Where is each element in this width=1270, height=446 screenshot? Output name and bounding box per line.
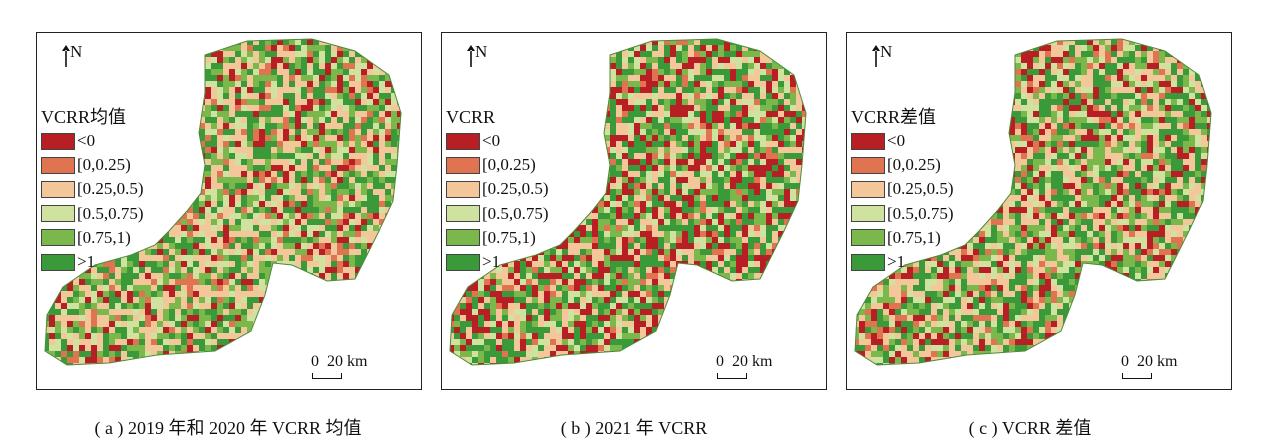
legend-item: <0 xyxy=(41,129,144,153)
scale-bar: 0 20 km xyxy=(716,353,773,379)
scale-bar: 0 20 km xyxy=(1121,353,1178,379)
legend-swatch xyxy=(41,156,75,174)
legend-label: <0 xyxy=(482,131,501,151)
legend-item: [0.5,0.75) xyxy=(851,202,954,226)
scale-bar: 0 20 km xyxy=(311,353,368,379)
legend-label: [0.5,0.75) xyxy=(77,203,144,223)
scale-bar-line xyxy=(1122,373,1152,379)
legend-item: [0.25,0.5) xyxy=(41,177,144,201)
region-boundary xyxy=(449,38,807,366)
legend-swatch xyxy=(41,205,75,223)
legend: VCRR <0 [0,0.25) [0.25,0.5) [0.5,0.75) [0.75… xyxy=(446,107,549,274)
region-map-c xyxy=(854,38,1212,366)
legend-swatch xyxy=(851,229,885,247)
legend-label: >1 xyxy=(887,252,906,272)
region-boundary xyxy=(44,38,402,366)
legend-swatch xyxy=(41,132,75,150)
legend: VCRR均值 <0 [0,0.25) [0.25,0.5) [0.5,0.75) [0.… xyxy=(41,107,144,274)
legend-label: [0.25,0.5) xyxy=(77,179,144,199)
region-boundary xyxy=(854,38,1212,366)
legend-item: [0.75,1) xyxy=(851,226,954,250)
north-arrow-icon xyxy=(62,45,70,67)
legend-label: [0.5,0.75) xyxy=(887,203,954,223)
legend-swatch xyxy=(851,132,885,150)
legend-swatch xyxy=(446,180,480,198)
region-map-a xyxy=(44,38,402,366)
legend-swatch xyxy=(446,205,480,223)
legend-label: [0,0.25) xyxy=(482,155,536,175)
legend-label: [0.75,1) xyxy=(77,227,131,247)
map-panel-a: N VCRR均值 <0 [0,0.25) [0.25,0.5) [0.5,0.75) [… xyxy=(36,32,422,390)
caption-a: ( a ) 2019 年和 2020 年 VCRR 均值 xyxy=(94,418,362,438)
legend-label: [0,0.25) xyxy=(77,155,131,175)
legend-item: [0.25,0.5) xyxy=(446,177,549,201)
legend-swatch xyxy=(851,156,885,174)
legend-title: VCRR差值 xyxy=(851,107,937,127)
legend-item: [0.75,1) xyxy=(446,226,549,250)
legend-item: [0,0.25) xyxy=(851,153,954,177)
legend-title: VCRR均值 xyxy=(41,107,127,127)
legend-label: [0.5,0.75) xyxy=(482,203,549,223)
legend-item: [0.5,0.75) xyxy=(41,202,144,226)
legend-label: >1 xyxy=(482,252,501,272)
scale-zero: 0 xyxy=(1121,353,1129,370)
legend-item: >1 xyxy=(446,250,549,274)
scale-bar-line xyxy=(717,373,747,379)
legend-label: [0.75,1) xyxy=(887,227,941,247)
north-label: N xyxy=(70,42,83,61)
legend: VCRR差值 <0 [0,0.25) [0.25,0.5) [0.5,0.75) [0.… xyxy=(851,107,954,274)
legend-label: <0 xyxy=(77,131,96,151)
legend-label: [0.75,1) xyxy=(482,227,536,247)
legend-item: [0.75,1) xyxy=(41,226,144,250)
legend-label: [0.25,0.5) xyxy=(887,179,954,199)
scale-distance: 20 km xyxy=(327,353,368,370)
legend-title: VCRR xyxy=(446,107,496,127)
legend-label: [0.25,0.5) xyxy=(482,179,549,199)
legend-swatch xyxy=(446,156,480,174)
legend-item: [0.5,0.75) xyxy=(446,202,549,226)
legend-swatch xyxy=(851,180,885,198)
scale-distance: 20 km xyxy=(1137,353,1178,370)
legend-swatch xyxy=(41,229,75,247)
legend-item: >1 xyxy=(851,250,954,274)
caption-c: ( c ) VCRR 差值 xyxy=(968,418,1092,438)
legend-item: [0,0.25) xyxy=(41,153,144,177)
map-panel-b: N VCRR <0 [0,0.25) [0.25,0.5) [0.5,0.75) [0.… xyxy=(441,32,827,390)
legend-item: [0.25,0.5) xyxy=(851,177,954,201)
north-label: N xyxy=(880,42,893,61)
legend-swatch xyxy=(851,205,885,223)
legend-swatch xyxy=(446,132,480,150)
caption-b: ( b ) 2021 年 VCRR xyxy=(560,418,708,438)
legend-swatch xyxy=(41,253,75,271)
legend-swatch xyxy=(446,253,480,271)
map-panel-c: N VCRR差值 <0 [0,0.25) [0.25,0.5) [0.5,0.75) [… xyxy=(846,32,1232,390)
north-label: N xyxy=(475,42,488,61)
legend-label: [0,0.25) xyxy=(887,155,941,175)
legend-swatch xyxy=(41,180,75,198)
legend-item: [0,0.25) xyxy=(446,153,549,177)
legend-item: <0 xyxy=(446,129,549,153)
legend-swatch xyxy=(446,229,480,247)
scale-distance: 20 km xyxy=(732,353,773,370)
legend-swatch xyxy=(851,253,885,271)
legend-item: >1 xyxy=(41,250,144,274)
legend-label: >1 xyxy=(77,252,96,272)
legend-label: <0 xyxy=(887,131,906,151)
scale-zero: 0 xyxy=(716,353,724,370)
north-arrow-icon xyxy=(872,45,880,67)
north-arrow-icon xyxy=(467,45,475,67)
region-map-b xyxy=(449,38,807,366)
scale-bar-line xyxy=(312,373,342,379)
scale-zero: 0 xyxy=(311,353,319,370)
legend-item: <0 xyxy=(851,129,954,153)
